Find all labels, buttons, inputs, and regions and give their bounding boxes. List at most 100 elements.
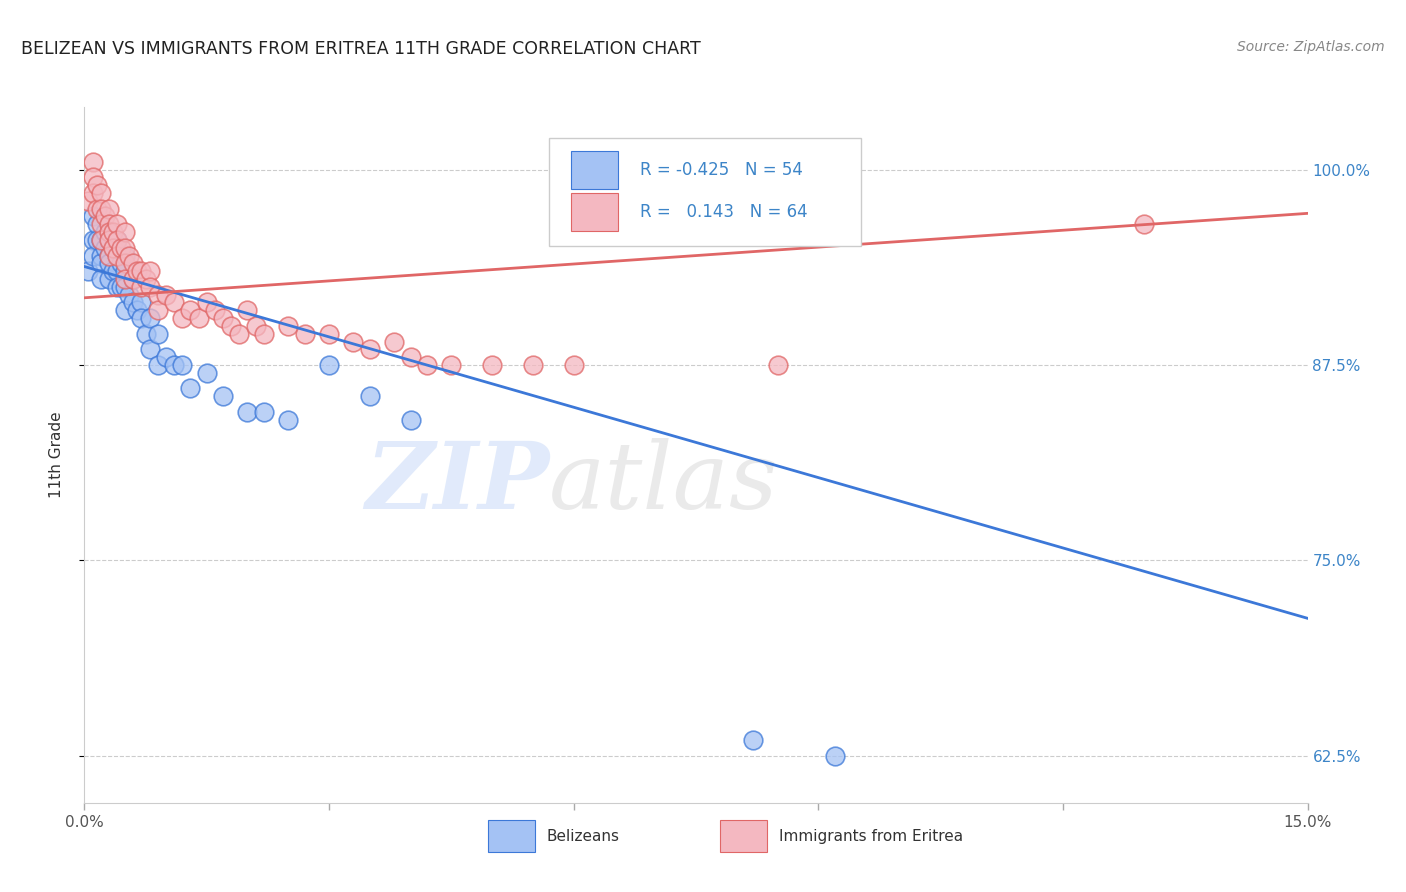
Point <box>155 287 177 301</box>
Point <box>93 225 117 239</box>
Bar <box>720 821 766 852</box>
Point <box>742 733 765 747</box>
Point <box>127 264 149 278</box>
Point <box>294 326 316 341</box>
Point <box>481 358 503 372</box>
Point <box>146 326 169 341</box>
Point <box>163 295 186 310</box>
Y-axis label: 11th Grade: 11th Grade <box>49 411 63 499</box>
Point <box>138 264 160 278</box>
Point <box>172 311 194 326</box>
Point <box>110 241 132 255</box>
Point <box>342 334 364 349</box>
Point <box>86 233 108 247</box>
Point <box>82 210 104 224</box>
Point <box>122 256 145 270</box>
Point <box>146 303 169 318</box>
Point <box>228 326 250 341</box>
Point <box>82 154 104 169</box>
Point <box>93 241 117 255</box>
Point <box>101 241 124 255</box>
Point <box>359 343 381 357</box>
Point <box>766 358 789 372</box>
Point <box>824 748 846 763</box>
Point <box>105 264 128 278</box>
Point <box>90 249 112 263</box>
FancyBboxPatch shape <box>550 138 860 246</box>
Point <box>93 210 117 224</box>
Point <box>131 311 153 326</box>
Point <box>131 280 153 294</box>
Point <box>97 272 120 286</box>
Point <box>105 249 128 263</box>
Text: ZIP: ZIP <box>366 438 550 528</box>
Point <box>277 318 299 333</box>
Point <box>163 358 186 372</box>
Point <box>110 256 132 270</box>
Point <box>114 280 136 294</box>
Point <box>179 303 201 318</box>
Point <box>114 303 136 318</box>
Point <box>399 350 422 364</box>
Point <box>86 202 108 216</box>
Text: BELIZEAN VS IMMIGRANTS FROM ERITREA 11TH GRADE CORRELATION CHART: BELIZEAN VS IMMIGRANTS FROM ERITREA 11TH… <box>21 40 700 58</box>
Bar <box>571 193 617 231</box>
Point <box>114 241 136 255</box>
Point <box>90 256 112 270</box>
Point <box>236 303 259 318</box>
Point <box>105 233 128 247</box>
Point <box>122 272 145 286</box>
Point <box>97 256 120 270</box>
Point <box>114 272 136 286</box>
Point <box>97 233 120 247</box>
Point <box>131 295 153 310</box>
Point <box>82 186 104 200</box>
Point <box>522 358 544 372</box>
Point <box>114 256 136 270</box>
Point <box>212 389 235 403</box>
Point <box>399 413 422 427</box>
Point <box>138 343 160 357</box>
Point <box>86 178 108 193</box>
Point <box>77 264 100 278</box>
Point <box>97 249 120 263</box>
Point <box>236 405 259 419</box>
Point <box>318 326 340 341</box>
Point <box>114 264 136 278</box>
Point <box>204 303 226 318</box>
Point <box>105 280 128 294</box>
Point <box>105 217 128 231</box>
Point <box>253 405 276 419</box>
Bar <box>488 821 534 852</box>
Point <box>97 202 120 216</box>
Point <box>146 287 169 301</box>
Point <box>1133 217 1156 231</box>
Point <box>179 382 201 396</box>
Text: Immigrants from Eritrea: Immigrants from Eritrea <box>779 829 963 844</box>
Point <box>562 358 585 372</box>
Point <box>155 350 177 364</box>
Point <box>90 186 112 200</box>
Point <box>277 413 299 427</box>
Text: R =   0.143   N = 64: R = 0.143 N = 64 <box>640 202 807 220</box>
Point <box>440 358 463 372</box>
Point <box>138 280 160 294</box>
Point <box>135 272 157 286</box>
Point <box>82 170 104 185</box>
Point <box>114 249 136 263</box>
Point <box>105 233 128 247</box>
Point <box>131 264 153 278</box>
Point <box>122 272 145 286</box>
Point <box>253 326 276 341</box>
Point <box>97 217 120 231</box>
Point <box>90 233 112 247</box>
Point <box>82 249 104 263</box>
Text: Source: ZipAtlas.com: Source: ZipAtlas.com <box>1237 40 1385 54</box>
Point <box>318 358 340 372</box>
Point <box>101 241 124 255</box>
Point <box>82 233 104 247</box>
Point <box>90 272 112 286</box>
Point <box>105 249 128 263</box>
Point <box>172 358 194 372</box>
Point <box>245 318 267 333</box>
